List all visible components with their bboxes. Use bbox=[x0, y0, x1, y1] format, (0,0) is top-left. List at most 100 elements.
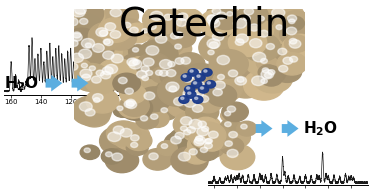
Circle shape bbox=[185, 86, 195, 93]
Circle shape bbox=[160, 70, 168, 76]
Circle shape bbox=[171, 8, 203, 32]
Circle shape bbox=[199, 95, 209, 102]
Circle shape bbox=[272, 8, 285, 18]
Circle shape bbox=[225, 111, 231, 116]
Text: Catechin: Catechin bbox=[119, 6, 290, 44]
Circle shape bbox=[136, 62, 161, 81]
Circle shape bbox=[175, 53, 205, 75]
Text: $\mathbf{H_2O}$: $\mathbf{H_2O}$ bbox=[303, 119, 338, 138]
Circle shape bbox=[89, 66, 96, 70]
Circle shape bbox=[171, 136, 181, 144]
Circle shape bbox=[124, 23, 151, 43]
Circle shape bbox=[278, 48, 287, 55]
Circle shape bbox=[103, 26, 137, 50]
Circle shape bbox=[187, 134, 219, 157]
Circle shape bbox=[229, 132, 237, 138]
Circle shape bbox=[164, 82, 189, 101]
Circle shape bbox=[182, 94, 192, 101]
Circle shape bbox=[180, 126, 187, 131]
Circle shape bbox=[202, 69, 212, 76]
Circle shape bbox=[195, 74, 205, 81]
Circle shape bbox=[71, 96, 112, 125]
Circle shape bbox=[184, 99, 196, 107]
Circle shape bbox=[280, 22, 312, 46]
Circle shape bbox=[175, 58, 184, 64]
Circle shape bbox=[175, 32, 183, 38]
Circle shape bbox=[179, 126, 202, 143]
Circle shape bbox=[213, 89, 222, 96]
Circle shape bbox=[243, 19, 274, 42]
Circle shape bbox=[142, 76, 148, 81]
Circle shape bbox=[86, 89, 119, 113]
Circle shape bbox=[79, 104, 110, 127]
Circle shape bbox=[196, 81, 204, 88]
Circle shape bbox=[194, 138, 204, 146]
Circle shape bbox=[81, 74, 91, 81]
Circle shape bbox=[285, 35, 308, 52]
Circle shape bbox=[286, 27, 297, 35]
Circle shape bbox=[228, 71, 264, 98]
Circle shape bbox=[193, 96, 203, 103]
Circle shape bbox=[164, 14, 172, 20]
Circle shape bbox=[113, 123, 150, 150]
Circle shape bbox=[93, 98, 100, 102]
Circle shape bbox=[127, 58, 138, 66]
Circle shape bbox=[64, 1, 105, 31]
Text: $\mathbf{H_2O}$: $\mathbf{H_2O}$ bbox=[4, 74, 39, 92]
Circle shape bbox=[98, 18, 132, 42]
Circle shape bbox=[118, 96, 148, 118]
Circle shape bbox=[244, 8, 254, 15]
Circle shape bbox=[198, 121, 206, 127]
Circle shape bbox=[118, 77, 127, 84]
Circle shape bbox=[129, 45, 148, 59]
Circle shape bbox=[81, 39, 94, 48]
Circle shape bbox=[202, 127, 233, 149]
Circle shape bbox=[207, 39, 220, 48]
Circle shape bbox=[159, 10, 185, 29]
Circle shape bbox=[289, 38, 297, 44]
Circle shape bbox=[181, 113, 221, 143]
Circle shape bbox=[119, 19, 142, 36]
Circle shape bbox=[100, 126, 141, 156]
Circle shape bbox=[236, 34, 248, 43]
Circle shape bbox=[261, 79, 267, 84]
Circle shape bbox=[208, 131, 218, 138]
Circle shape bbox=[86, 72, 116, 94]
Circle shape bbox=[259, 30, 269, 37]
Circle shape bbox=[96, 46, 131, 72]
Circle shape bbox=[120, 84, 146, 104]
Circle shape bbox=[214, 81, 225, 89]
Circle shape bbox=[285, 53, 310, 71]
Circle shape bbox=[97, 59, 137, 88]
Circle shape bbox=[199, 139, 225, 158]
Circle shape bbox=[183, 75, 186, 77]
Circle shape bbox=[230, 35, 257, 55]
Circle shape bbox=[67, 18, 78, 26]
Circle shape bbox=[260, 69, 283, 86]
Circle shape bbox=[141, 67, 163, 83]
Circle shape bbox=[99, 36, 121, 52]
Circle shape bbox=[220, 144, 255, 170]
Circle shape bbox=[189, 149, 197, 155]
Circle shape bbox=[179, 152, 190, 161]
Circle shape bbox=[170, 54, 198, 74]
Circle shape bbox=[68, 28, 93, 47]
Circle shape bbox=[252, 76, 265, 86]
Circle shape bbox=[138, 73, 158, 88]
Circle shape bbox=[80, 18, 88, 24]
Circle shape bbox=[258, 16, 264, 21]
Circle shape bbox=[205, 81, 215, 88]
Circle shape bbox=[117, 106, 123, 111]
Circle shape bbox=[227, 12, 233, 16]
Circle shape bbox=[244, 46, 285, 76]
Circle shape bbox=[101, 149, 122, 164]
Circle shape bbox=[196, 144, 219, 161]
Circle shape bbox=[75, 6, 86, 14]
Circle shape bbox=[77, 60, 97, 75]
Circle shape bbox=[279, 65, 288, 72]
Circle shape bbox=[64, 28, 99, 53]
Circle shape bbox=[113, 126, 124, 134]
Circle shape bbox=[261, 70, 273, 79]
Circle shape bbox=[85, 43, 92, 47]
Circle shape bbox=[173, 111, 209, 138]
